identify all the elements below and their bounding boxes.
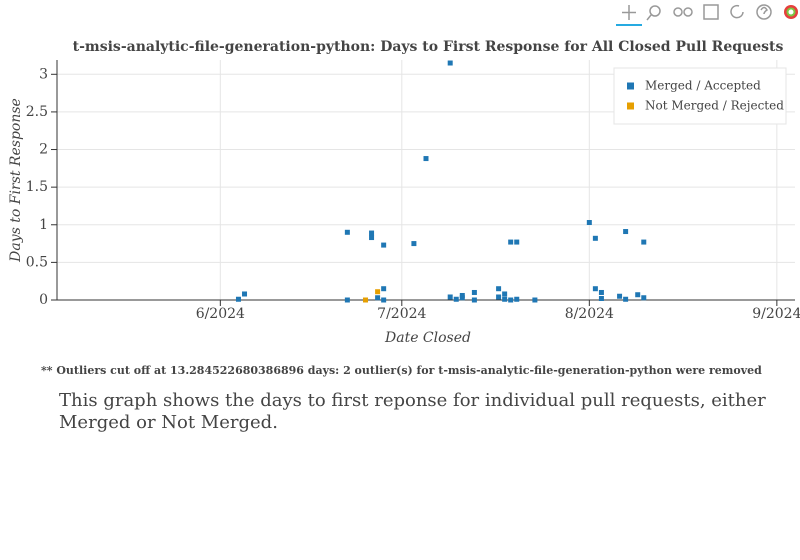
point xyxy=(496,294,502,300)
y-tick-label: 1.5 xyxy=(26,179,48,195)
wheel-zoom-tool[interactable] xyxy=(673,7,693,17)
legend-swatch xyxy=(627,102,634,110)
footnote: ** Outliers cut off at 13.28452268038689… xyxy=(41,364,762,377)
point xyxy=(344,229,350,235)
point xyxy=(344,297,350,303)
x-tick-label: 8/2024 xyxy=(565,306,614,322)
legend-label: Not Merged / Rejected xyxy=(645,99,784,113)
legend-box xyxy=(613,67,787,125)
x-tick-label: 9/2024 xyxy=(752,306,800,322)
point xyxy=(623,296,629,302)
point xyxy=(598,289,604,295)
point xyxy=(369,230,375,236)
point xyxy=(586,220,592,226)
point xyxy=(459,292,465,298)
point xyxy=(635,292,641,298)
point xyxy=(508,297,514,303)
point xyxy=(623,229,629,235)
bokeh-logo[interactable] xyxy=(784,5,798,19)
point xyxy=(375,289,381,295)
legend: Merged / Accepted Not Merged / Rejected xyxy=(613,67,787,125)
point xyxy=(471,289,477,295)
point xyxy=(617,293,623,299)
point xyxy=(423,156,429,162)
point xyxy=(508,239,514,245)
y-tick-label: 0.5 xyxy=(26,254,48,270)
point xyxy=(641,295,647,301)
point xyxy=(453,296,459,302)
legend-swatch xyxy=(627,82,634,90)
point xyxy=(235,296,241,302)
point xyxy=(242,291,248,297)
point xyxy=(363,297,369,303)
y-tick-label: 3 xyxy=(39,66,48,82)
point xyxy=(502,296,508,302)
legend-label: Merged / Accepted xyxy=(645,79,761,93)
point xyxy=(592,235,598,241)
y-tick-label: 2.5 xyxy=(26,104,48,120)
point xyxy=(411,241,417,247)
x-tick-label: 6/2024 xyxy=(196,306,245,322)
zoom-tool[interactable] xyxy=(646,5,661,21)
point xyxy=(532,297,538,303)
x-axis-title: Date Closed xyxy=(384,330,471,346)
point xyxy=(496,286,502,292)
point xyxy=(369,235,375,241)
toolbar xyxy=(616,4,798,26)
point xyxy=(381,286,387,292)
point xyxy=(471,297,477,303)
point xyxy=(598,295,604,301)
point xyxy=(514,239,520,245)
y-axis-title: Days to First Response xyxy=(8,98,24,263)
reset-tool[interactable] xyxy=(730,4,744,19)
x-tick-label: 7/2024 xyxy=(377,306,426,322)
save-tool[interactable] xyxy=(703,4,719,20)
y-tick-label: 0 xyxy=(39,292,48,308)
chart-title: t-msis-analytic-file-generation-python: … xyxy=(73,39,784,55)
point xyxy=(641,239,647,245)
point xyxy=(375,295,381,301)
point xyxy=(447,294,453,300)
description: This graph shows the days to first repon… xyxy=(59,390,766,433)
point xyxy=(502,291,508,297)
point xyxy=(514,296,520,302)
help-tool[interactable] xyxy=(756,4,772,20)
y-tick-label: 2 xyxy=(39,142,48,158)
pan-tool[interactable] xyxy=(616,5,642,26)
point xyxy=(592,286,598,292)
y-tick-label: 1 xyxy=(39,217,48,233)
point xyxy=(447,60,453,66)
point xyxy=(381,297,387,303)
point xyxy=(381,242,387,248)
